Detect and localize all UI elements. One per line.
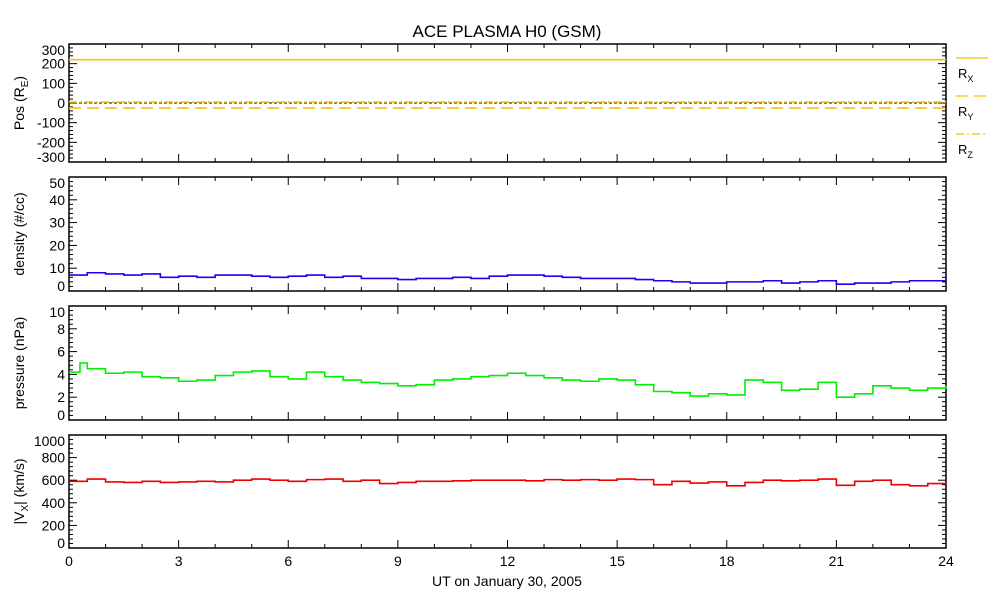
legend-label: RX (958, 66, 973, 84)
y-tick-label: -100 (37, 115, 65, 131)
panel-pressure: 108 6 4 2 0 pressure (nPa) (11, 304, 947, 423)
y-tick-label: 4 (57, 366, 65, 382)
y-axis-label-sub: E (20, 80, 31, 87)
x-tick-label: 21 (829, 553, 845, 569)
y-tick-label: 800 (42, 450, 66, 466)
y-tick-label: 40 (49, 192, 65, 208)
y-tick-label: 0 (57, 407, 65, 423)
legend-label-sub: Y (967, 112, 973, 122)
panel-frame (68, 434, 947, 549)
y-tick-label: 200 (42, 56, 66, 72)
x-axis-label: UT on January 30, 2005 (432, 573, 582, 589)
y-tick-label: 600 (42, 472, 66, 488)
legend-label-text: R (958, 104, 967, 119)
y-axis-label-text: Pos (R (11, 87, 27, 130)
y-tick-label: 6 (57, 344, 65, 360)
y-axis-label: density (#/cc) (11, 192, 27, 275)
legend-label-sub: Z (967, 150, 973, 160)
x-tick-label: 0 (65, 553, 73, 569)
y-axis-label: Pos (RE) (11, 76, 31, 130)
y-tick-label: 0 (57, 535, 65, 551)
legend-label-text: R (958, 142, 967, 157)
y-axis-label-sub: X (20, 505, 31, 512)
y-tick-label: 1000 (34, 433, 65, 449)
chart-title: ACE PLASMA H0 (GSM) (413, 22, 602, 41)
y-tick-label: -300 (37, 149, 65, 165)
panel-frame (68, 176, 947, 292)
y-tick-label: 2 (57, 389, 65, 405)
x-tick-label: 15 (609, 553, 625, 569)
x-tick-label: 18 (719, 553, 735, 569)
x-tick-label: 3 (175, 553, 183, 569)
legend-label-sub: X (967, 74, 973, 84)
legend-label: RY (958, 104, 973, 122)
y-tick-label: 300 (42, 42, 66, 58)
y-tick-label: 8 (57, 321, 65, 337)
x-tick-label: 12 (500, 553, 516, 569)
x-tick-label: 6 (284, 553, 292, 569)
y-tick-label: 10 (49, 260, 65, 276)
x-tick-label: 24 (938, 553, 954, 569)
y-axis-label-text: |V (11, 511, 27, 525)
y-tick-label: 30 (49, 215, 65, 231)
y-tick-label: -200 (37, 134, 65, 150)
y-tick-label: 0 (57, 95, 65, 111)
x-tick-label: 9 (394, 553, 402, 569)
y-axis-label-tail: | (km/s) (11, 458, 27, 504)
y-axis-label-text: pressure (nPa) (11, 317, 27, 410)
y-tick-label: 10 (49, 304, 65, 320)
y-tick-label: 0 (57, 278, 65, 294)
y-axis-label: |VX| (km/s) (11, 458, 31, 524)
y-tick-label: 400 (42, 495, 66, 511)
y-tick-label: 200 (42, 517, 66, 533)
y-axis-label-tail: ) (11, 76, 27, 81)
series-line-vx (69, 478, 947, 487)
series-line-pressure (69, 362, 947, 398)
y-tick-label: 50 (49, 175, 65, 191)
y-axis-label-text: density (#/cc) (11, 192, 27, 275)
series-line-density (69, 271, 947, 285)
legend-label-text: R (958, 66, 967, 81)
y-tick-label: 20 (49, 237, 65, 253)
y-axis-label: pressure (nPa) (11, 317, 27, 410)
y-tick-label: 100 (42, 75, 66, 91)
panel-frame (68, 305, 947, 421)
legend-label: RZ (958, 142, 973, 160)
